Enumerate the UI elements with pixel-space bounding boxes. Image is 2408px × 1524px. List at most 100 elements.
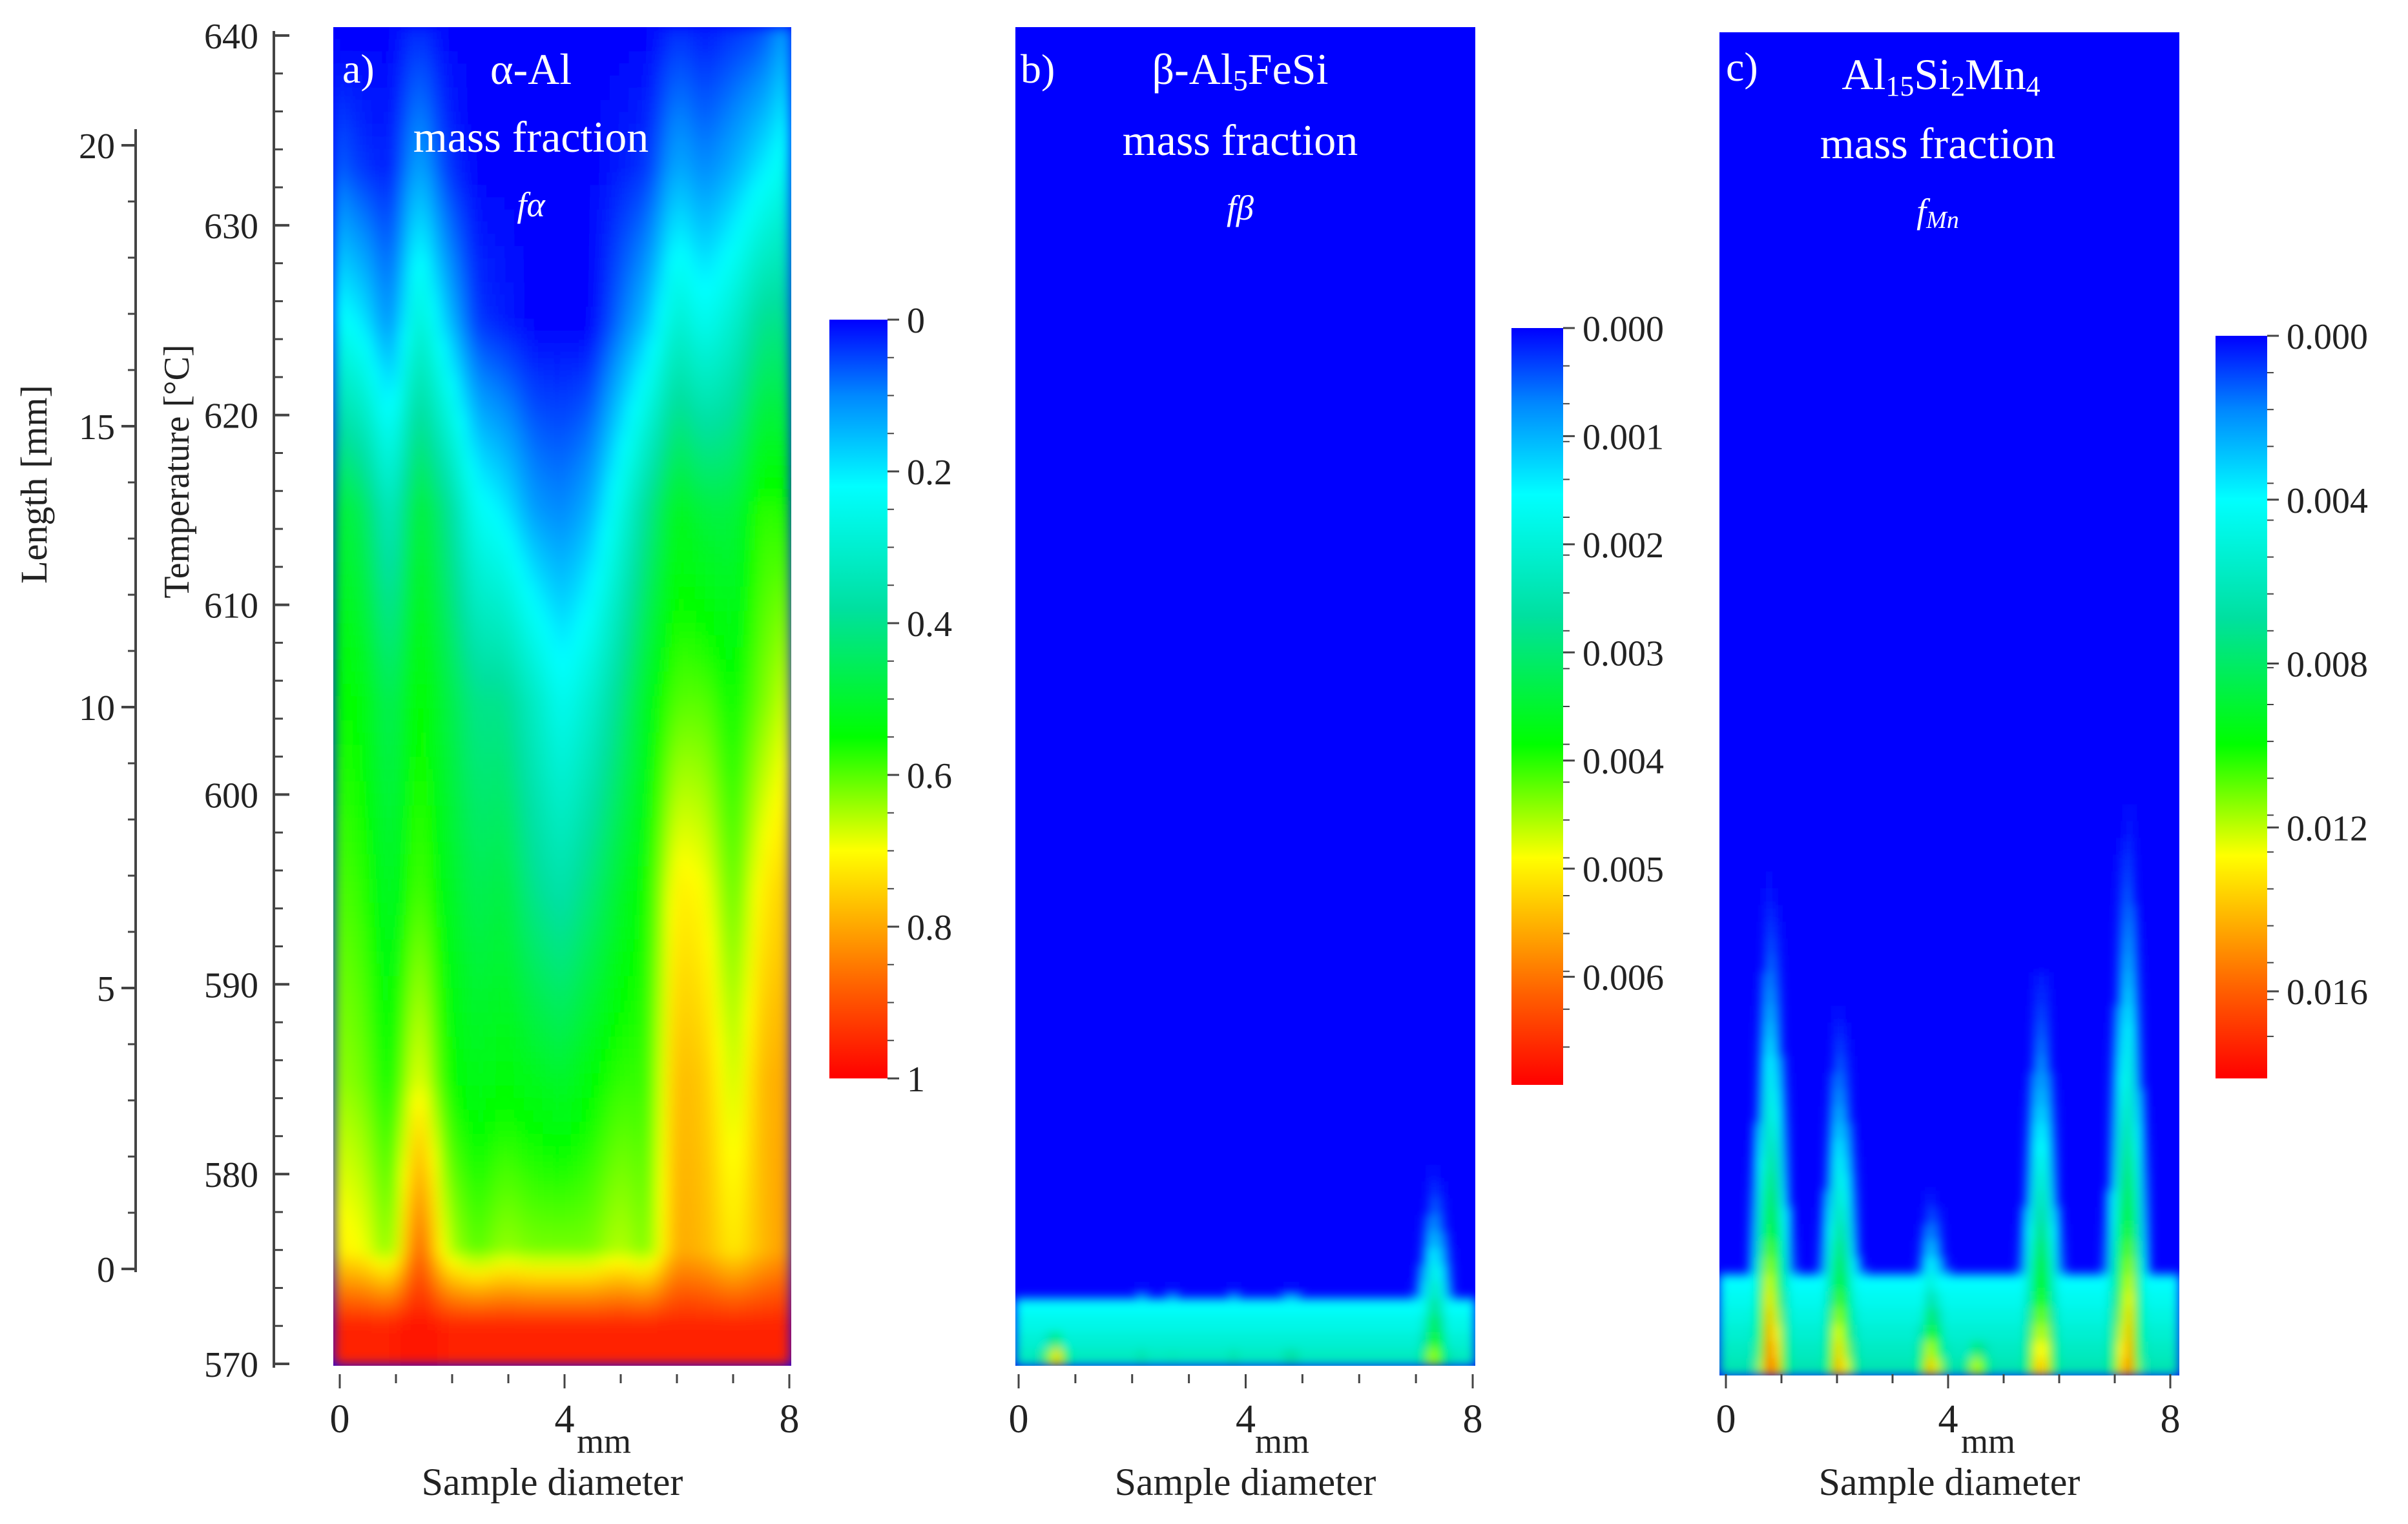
field-cell [733,1036,744,1050]
field-cell [390,318,400,332]
field-cell [437,87,448,101]
field-cell [333,453,344,466]
field-cell [495,209,506,223]
field-cell [552,1000,563,1013]
field-cell [552,1036,563,1050]
field-cell [514,769,524,782]
field-cell [657,611,668,624]
field-cell [399,343,410,356]
field-cell [342,501,353,515]
field-cell [504,526,515,539]
field-cell [609,112,620,125]
field-cell [676,1012,687,1025]
length-tick-label: 5 [97,969,115,1009]
field-cell [705,1328,716,1342]
field-cell [590,318,601,332]
field-cell [552,136,563,149]
field-cell [714,757,725,770]
field-cell [657,757,668,770]
field-cell [371,550,382,563]
field-cell [466,367,477,381]
field-cell [743,428,754,442]
field-cell [619,1195,630,1208]
field-cell [543,526,554,539]
field-cell [743,39,754,52]
field-cell [485,318,496,332]
field-cell [628,75,639,88]
field-cell [562,124,572,138]
field-cell [590,1036,601,1050]
field-cell [428,380,439,393]
field-cell [514,562,524,575]
field-cell [428,1268,439,1281]
field-cell [457,1061,468,1075]
field-cell [609,769,620,782]
field-cell [733,221,744,234]
field-cell [333,988,344,1002]
field-cell [600,866,610,880]
field-cell [628,294,639,307]
field-cell [371,854,382,867]
field-cell [638,1292,649,1306]
field-cell [733,440,744,454]
field-cell [342,976,353,989]
field-cell [571,294,582,307]
field-cell [752,976,763,989]
field-cell [590,963,601,977]
field-cell [552,233,563,247]
field-cell [724,391,734,405]
field-cell [457,380,468,393]
field-cell [437,720,448,734]
field-cell [600,453,610,466]
field-cell [466,720,477,734]
field-cell [428,963,439,977]
field-cell [428,233,439,247]
field-cell [686,757,696,770]
field-cell [571,623,582,636]
field-cell [333,160,344,174]
field-cell [523,245,534,259]
field-cell [371,99,382,113]
field-cell [523,1146,534,1160]
field-cell [571,464,582,478]
field-cell [695,294,706,307]
field-cell [485,623,496,636]
field-cell [628,1122,639,1135]
field-cell [380,805,391,819]
field-cell [581,1134,592,1148]
field-cell [543,233,554,247]
temperature-tick-label: 580 [204,1155,258,1195]
field-cell [495,830,506,843]
field-cell [695,1304,706,1318]
field-cell [428,1244,439,1257]
field-cell [590,927,601,940]
field-cell [514,245,524,259]
field-cell [504,440,515,454]
field-cell [600,112,610,125]
field-cell [590,891,601,904]
field-cell [419,720,430,734]
field-cell [457,453,468,466]
field-cell [705,708,716,721]
field-cell [514,611,524,624]
field-cell [628,27,639,40]
field-cell [724,513,734,527]
field-cell [600,818,610,831]
field-cell [590,574,601,588]
field-cell [667,1024,678,1038]
field-cell [514,112,524,125]
field-cell [428,927,439,940]
field-cell [619,343,630,356]
field-cell [752,404,763,417]
field-cell [380,830,391,843]
field-cell [447,684,458,697]
field-cell [562,209,572,223]
field-cell [552,1146,563,1160]
field-cell [523,221,534,234]
field-cell [342,1073,353,1087]
field-cell [724,1292,734,1306]
field-cell [457,963,468,977]
field-cell [380,1341,391,1354]
field-cell [590,1268,601,1281]
field-cell [695,866,706,880]
